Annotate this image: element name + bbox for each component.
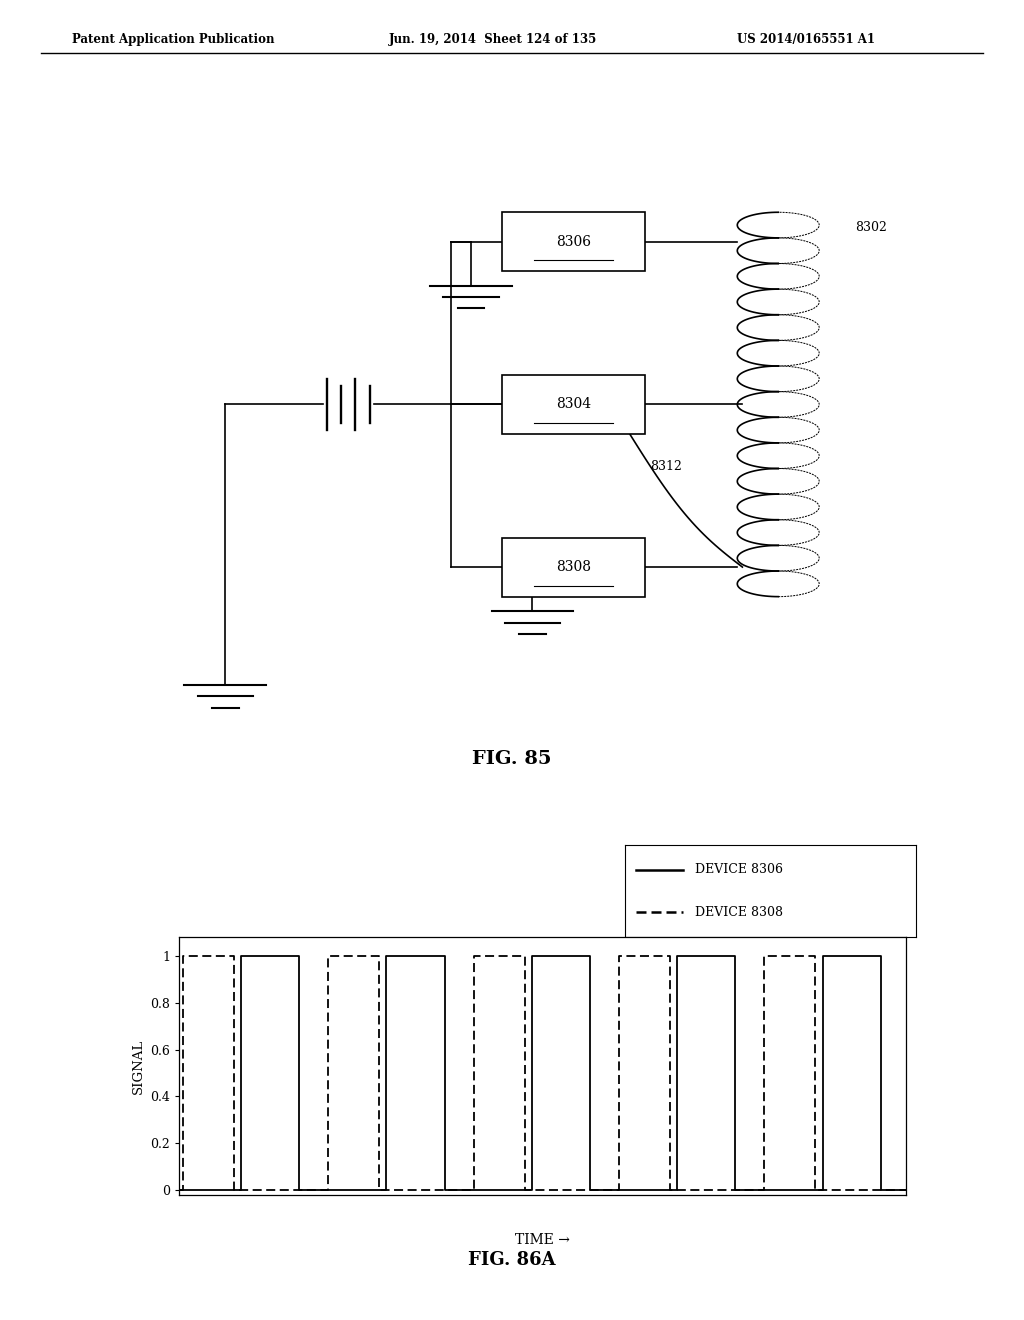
- Text: DEVICE 8306: DEVICE 8306: [694, 863, 782, 876]
- Text: 8304: 8304: [556, 397, 591, 412]
- Bar: [502, 375, 645, 434]
- Text: TIME →: TIME →: [515, 1233, 570, 1247]
- Text: FIG. 86A: FIG. 86A: [468, 1251, 556, 1270]
- Y-axis label: SIGNAL: SIGNAL: [132, 1039, 144, 1093]
- Text: Jun. 19, 2014  Sheet 124 of 135: Jun. 19, 2014 Sheet 124 of 135: [389, 33, 597, 46]
- Text: 8308: 8308: [556, 560, 591, 574]
- Text: 8306: 8306: [556, 235, 591, 249]
- Text: 8312: 8312: [650, 459, 682, 473]
- Bar: [502, 213, 645, 272]
- Text: DEVICE 8308: DEVICE 8308: [694, 906, 782, 919]
- Text: FIG. 85: FIG. 85: [472, 750, 552, 768]
- Text: US 2014/0165551 A1: US 2014/0165551 A1: [737, 33, 876, 46]
- Text: Patent Application Publication: Patent Application Publication: [72, 33, 274, 46]
- Bar: [502, 537, 645, 597]
- Text: 8302: 8302: [855, 220, 887, 234]
